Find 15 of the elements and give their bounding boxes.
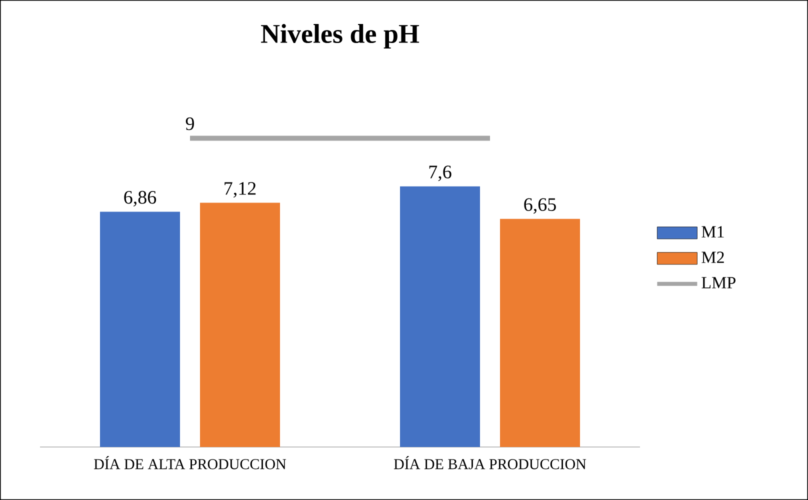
x-tick-label: DÍA DE ALTA PRODUCCION — [94, 456, 286, 470]
bar — [200, 202, 280, 447]
data-label: 7,6 — [429, 166, 452, 182]
data-label: 7,12 — [224, 182, 256, 198]
legend-label: LMP — [702, 277, 736, 288]
chart-title: Niveles de pH — [261, 24, 420, 49]
bar — [500, 218, 580, 447]
data-label: 6,65 — [524, 198, 556, 214]
x-tick-label: DÍA DE BAJA PRODUCCION — [394, 456, 586, 470]
data-label: 6,86 — [124, 190, 156, 206]
bar — [400, 186, 480, 447]
legend-label: M2 — [702, 252, 724, 263]
data-label: 9 — [186, 117, 194, 130]
bar — [100, 212, 180, 447]
legend-label: M1 — [702, 226, 724, 238]
